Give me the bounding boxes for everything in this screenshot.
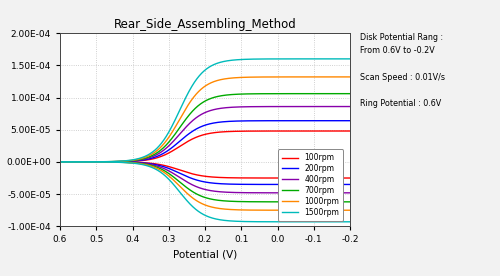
400rpm bbox=[210, 108, 216, 112]
700rpm bbox=[210, 96, 216, 100]
1000rpm bbox=[183, 107, 189, 110]
200rpm bbox=[57, 160, 63, 164]
Text: Disk Potential Rang :
From 0.6V to -0.2V

Scan Speed : 0.01V/s

Ring Potential :: Disk Potential Rang : From 0.6V to -0.2V… bbox=[360, 33, 445, 108]
400rpm bbox=[106, 160, 112, 163]
700rpm bbox=[96, 160, 102, 163]
1500rpm bbox=[96, 160, 102, 163]
200rpm bbox=[96, 160, 102, 163]
1500rpm bbox=[210, 64, 216, 67]
Title: Rear_Side_Assembling_Method: Rear_Side_Assembling_Method bbox=[114, 18, 296, 31]
200rpm bbox=[106, 160, 112, 163]
200rpm bbox=[183, 134, 189, 138]
700rpm bbox=[154, 151, 160, 154]
Line: 400rpm: 400rpm bbox=[60, 107, 350, 162]
200rpm bbox=[154, 155, 160, 158]
1500rpm bbox=[106, 160, 112, 163]
400rpm bbox=[154, 153, 160, 156]
Line: 100rpm: 100rpm bbox=[60, 131, 350, 162]
100rpm bbox=[216, 131, 222, 134]
700rpm bbox=[347, 92, 353, 95]
1000rpm bbox=[154, 148, 160, 152]
1000rpm bbox=[96, 160, 102, 163]
1000rpm bbox=[216, 79, 222, 82]
700rpm bbox=[216, 95, 222, 98]
100rpm bbox=[106, 160, 112, 163]
400rpm bbox=[57, 160, 63, 164]
700rpm bbox=[183, 118, 189, 121]
400rpm bbox=[183, 126, 189, 129]
200rpm bbox=[210, 122, 216, 125]
1000rpm bbox=[210, 81, 216, 84]
1500rpm bbox=[183, 96, 189, 99]
Line: 1000rpm: 1000rpm bbox=[60, 77, 350, 162]
1500rpm bbox=[57, 160, 63, 164]
1000rpm bbox=[106, 160, 112, 163]
Line: 700rpm: 700rpm bbox=[60, 94, 350, 162]
100rpm bbox=[183, 141, 189, 144]
400rpm bbox=[96, 160, 102, 163]
Legend: 100rpm, 200rpm, 400rpm, 700rpm, 1000rpm, 1500rpm: 100rpm, 200rpm, 400rpm, 700rpm, 1000rpm,… bbox=[278, 149, 344, 221]
200rpm bbox=[347, 119, 353, 122]
1000rpm bbox=[57, 160, 63, 164]
700rpm bbox=[106, 160, 112, 163]
400rpm bbox=[347, 105, 353, 108]
Line: 1500rpm: 1500rpm bbox=[60, 59, 350, 162]
Line: 200rpm: 200rpm bbox=[60, 121, 350, 162]
400rpm bbox=[216, 107, 222, 110]
1000rpm bbox=[347, 75, 353, 79]
1500rpm bbox=[154, 146, 160, 149]
100rpm bbox=[96, 160, 102, 164]
200rpm bbox=[216, 121, 222, 124]
100rpm bbox=[57, 160, 63, 164]
100rpm bbox=[210, 131, 216, 135]
1500rpm bbox=[347, 57, 353, 60]
100rpm bbox=[347, 129, 353, 133]
X-axis label: Potential (V): Potential (V) bbox=[173, 250, 237, 260]
100rpm bbox=[154, 156, 160, 159]
700rpm bbox=[57, 160, 63, 164]
1500rpm bbox=[216, 61, 222, 65]
